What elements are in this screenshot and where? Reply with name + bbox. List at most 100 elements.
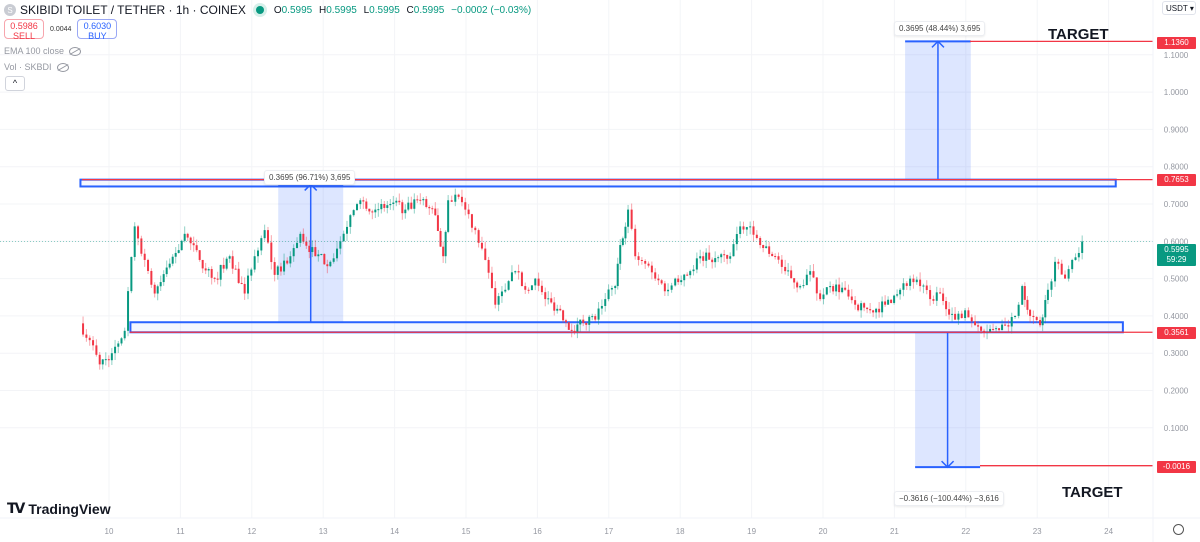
candle-body — [1023, 286, 1026, 300]
candle-body — [621, 238, 624, 246]
candle-body — [559, 308, 562, 311]
price-tick-label: 0.1000 — [1164, 424, 1189, 433]
candle-body — [534, 278, 537, 286]
candle-body — [802, 285, 805, 287]
candle-body — [960, 313, 963, 319]
price-tick-label: 1.0000 — [1164, 88, 1189, 97]
candle-body — [296, 242, 299, 249]
candle-body — [822, 294, 825, 300]
settings-gear-icon[interactable] — [1173, 524, 1184, 535]
candle-body — [477, 230, 480, 243]
candle-body — [320, 254, 323, 256]
indicator-ema[interactable]: EMA 100 close — [4, 46, 82, 56]
ohlc-values: O0.5995 H0.5995 L0.5995 C0.5995 −0.0002 … — [273, 4, 532, 16]
candle-body — [695, 258, 698, 270]
candle-body — [640, 259, 643, 261]
candle-body — [156, 286, 159, 294]
drawings[interactable] — [79, 41, 1124, 468]
candle-body — [732, 244, 735, 257]
candle-body — [1081, 241, 1084, 253]
candle-body — [494, 288, 497, 305]
candle-body — [410, 202, 413, 209]
candle-body — [140, 238, 143, 254]
candle-body — [92, 340, 95, 346]
candle-body — [742, 226, 745, 230]
candle-body — [431, 208, 434, 210]
candle-body — [790, 270, 793, 279]
candle-body — [1041, 317, 1044, 326]
tradingview-logo[interactable]: 𝗧𝗩 TradingView — [7, 500, 111, 517]
currency-select[interactable]: USDT ▾ — [1162, 1, 1196, 15]
time-tick-label: 17 — [604, 527, 613, 536]
time-tick-label: 15 — [462, 527, 471, 536]
drawing-overlay[interactable] — [0, 40, 1153, 469]
candle-body — [932, 299, 935, 301]
candle-body — [467, 209, 470, 215]
candle-body — [564, 320, 567, 323]
indicator-volume[interactable]: Vol · SKBDI — [4, 62, 69, 72]
candle-body — [305, 241, 308, 246]
candle-body — [739, 226, 742, 235]
candle-body — [964, 310, 967, 319]
candle-body — [240, 282, 243, 284]
market-status-icon — [255, 6, 264, 14]
candle-body — [835, 284, 838, 292]
candle-body — [699, 256, 702, 259]
eye-hidden-icon[interactable] — [69, 46, 82, 56]
price-change: −0.0002 (−0.03%) — [451, 4, 532, 16]
candle-body — [404, 209, 407, 214]
candle-body — [186, 233, 189, 238]
candle-body — [243, 283, 246, 294]
trade-panel: 0.5986 SELL 0.0044 0.6030 BUY — [4, 19, 118, 41]
symbol-title[interactable]: SKIBIDI TOILET / TETHER · 1h · COINEX — [20, 3, 246, 17]
eye-hidden-icon[interactable] — [56, 62, 69, 72]
candle-body — [299, 233, 302, 243]
time-axis[interactable]: 10 11 12 13 14 15 16 17 18 19 20 21 22 23 24 — [105, 527, 1114, 536]
candle-body — [1004, 324, 1007, 326]
candle-body — [875, 308, 878, 313]
candle-body — [714, 258, 717, 263]
candle-body — [168, 263, 171, 268]
candle-body — [872, 310, 875, 313]
candle-body — [567, 322, 570, 330]
candle-body — [480, 242, 483, 249]
range-top-rect — [79, 178, 1117, 188]
candle-body — [439, 231, 442, 247]
candle-body — [470, 214, 473, 228]
candle-body — [544, 292, 547, 300]
candle-body — [948, 309, 951, 315]
price-axis[interactable]: 0.1000 0.2000 0.3000 0.4000 0.5000 0.6000 0.70… — [1164, 51, 1189, 433]
candle-body — [434, 208, 437, 216]
candle-body — [819, 293, 822, 300]
candle-body — [104, 359, 107, 361]
candle-body — [796, 282, 799, 288]
candle-body — [474, 227, 477, 231]
candle-body — [939, 292, 942, 294]
candle-body — [799, 286, 802, 288]
candle-body — [392, 202, 395, 204]
candle-body — [812, 271, 815, 278]
candle-body — [88, 337, 91, 341]
candle-body — [777, 256, 780, 260]
candle-body — [201, 259, 204, 269]
collapse-legend-button[interactable]: ^ — [5, 76, 25, 91]
candle-body — [428, 206, 431, 209]
candle-body — [884, 301, 887, 305]
time-tick-label: 18 — [676, 527, 685, 536]
candle-body — [517, 271, 520, 273]
candle-body — [246, 275, 249, 294]
candle-body — [377, 209, 380, 211]
candle-body — [677, 278, 680, 283]
time-tick-label: 24 — [1104, 527, 1113, 536]
candle-body — [667, 289, 670, 292]
sell-button[interactable]: 0.5986 SELL — [4, 19, 44, 41]
candle-body — [729, 256, 732, 259]
level-label-1136: 1.1360 — [1157, 37, 1196, 49]
candle-body — [225, 258, 228, 269]
candle-body — [726, 254, 729, 259]
buy-button[interactable]: 0.6030 BUY — [77, 19, 118, 41]
tradingview-logo-icon: 𝗧𝗩 — [7, 500, 25, 516]
candle-body — [207, 269, 210, 271]
candle-body — [951, 313, 954, 315]
